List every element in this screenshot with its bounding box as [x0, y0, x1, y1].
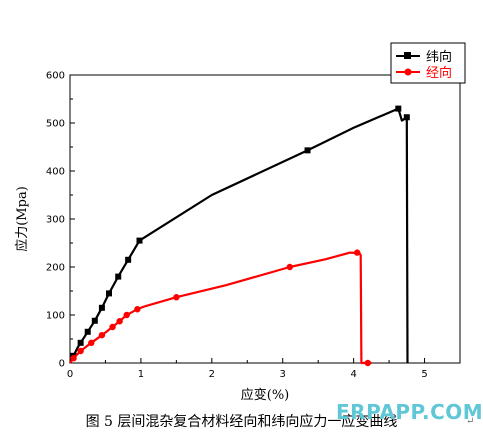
series-line-0 — [69, 107, 409, 364]
data-point-square — [91, 317, 98, 324]
y-tick-label: 100 — [46, 311, 65, 322]
data-point-circle — [353, 249, 361, 256]
figure-caption: 图 5 层间混杂复合材料经向和纬向应力一应变曲线 — [85, 414, 398, 430]
y-tick-label: 400 — [46, 167, 65, 178]
data-point-square — [106, 290, 112, 297]
x-tick-label: 4 — [350, 369, 356, 380]
y-tick-label: 200 — [46, 263, 65, 274]
legend-marker-square — [404, 52, 411, 59]
data-point-circle — [88, 339, 95, 347]
legend-marker-circle — [404, 68, 412, 76]
data-point-circle — [173, 294, 180, 301]
legend-box — [390, 42, 466, 84]
y-tick-label: 0 — [59, 359, 65, 370]
data-point-square — [125, 256, 132, 263]
data-point-circle — [70, 355, 77, 362]
series-line-1 — [69, 251, 372, 365]
legend: 纬向 经向 — [390, 42, 466, 84]
data-point-square — [77, 339, 84, 346]
x-axis-title: 应变(%) — [241, 387, 290, 403]
data-point-square — [304, 147, 311, 154]
y-tick-label: 500 — [46, 119, 65, 130]
data-point-circle — [134, 306, 141, 313]
data-point-circle — [77, 347, 84, 355]
data-point-circle — [364, 359, 372, 367]
data-point-circle — [123, 311, 130, 319]
data-point-square — [98, 304, 105, 311]
data-point-square — [136, 237, 143, 244]
x-tick-label: 5 — [421, 369, 427, 380]
x-tick-label: 3 — [280, 369, 286, 380]
data-point-square — [84, 328, 91, 335]
paragraph-mark: ↵ — [466, 416, 475, 427]
data-point-circle — [116, 318, 123, 325]
data-point-square — [403, 114, 410, 121]
y-tick-label: 300 — [46, 215, 65, 226]
series-layer — [69, 105, 410, 367]
y-axis-title: 应力(Mpa) — [14, 186, 30, 252]
x-tick-label: 1 — [138, 369, 144, 380]
axis-ticks: 0 1 2 3 4 5 0 100 200 300 400 500 600 — [46, 71, 428, 381]
data-point-square — [395, 105, 402, 112]
legend-label-weft: 纬向 — [426, 49, 452, 65]
x-tick-label: 2 — [209, 369, 215, 380]
data-point-circle — [286, 263, 294, 271]
data-point-circle — [109, 323, 116, 331]
y-tick-label: 600 — [46, 71, 65, 82]
x-tick-label: 0 — [67, 369, 73, 380]
data-point-circle — [98, 331, 106, 339]
watermark: ERPAPP.COM — [336, 400, 483, 424]
legend-label-warp: 经向 — [426, 65, 452, 81]
data-point-square — [115, 273, 122, 280]
